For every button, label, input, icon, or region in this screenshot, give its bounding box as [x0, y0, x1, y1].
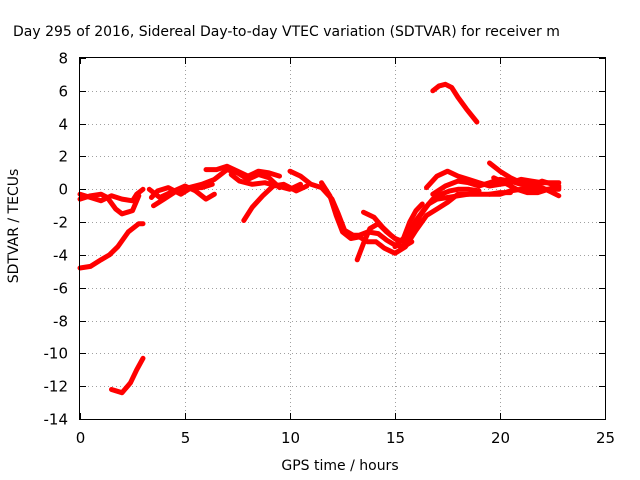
series-trace-15: [392, 201, 425, 250]
series-trace-10: [241, 181, 310, 223]
y-tick-label: 4: [58, 116, 68, 134]
y-tick-label: 6: [58, 83, 68, 101]
chart-title: Day 295 of 2016, Sidereal Day-to-day VTE…: [13, 24, 560, 40]
series-trace-21: [430, 81, 480, 125]
series-trace-12: [319, 180, 482, 256]
series-trace-8: [203, 163, 282, 179]
x-tick-label: 15: [386, 429, 405, 447]
y-tick-label: -8: [53, 313, 68, 331]
x-axis-label: GPS time / hours: [281, 458, 398, 474]
series-trace-20: [487, 186, 562, 197]
axis-ticks: 0 5 10 15 20 25 -14 -12 -10 -8 -6 -4 -2 0 2 4 6 8: [44, 50, 616, 448]
series-trace-6: [146, 183, 217, 202]
y-tick-label: 2: [58, 148, 68, 166]
series-trace-5: [148, 181, 215, 200]
x-tick-label: 10: [281, 429, 300, 447]
y-tick-label: -6: [53, 280, 68, 298]
x-tick-label: 0: [76, 429, 86, 447]
x-tick-label: 20: [491, 429, 510, 447]
y-tick-label: -14: [44, 411, 69, 429]
x-tick-label: 25: [596, 429, 615, 447]
data-series: [77, 81, 562, 396]
series-trace-11: [287, 168, 415, 250]
y-tick-label: -4: [53, 247, 68, 265]
y-tick-label: 0: [58, 181, 68, 199]
series-trace-2: [77, 186, 146, 204]
y-tick-label: 8: [58, 50, 68, 68]
plot-frame: [79, 57, 606, 420]
series-trace-3: [77, 221, 146, 271]
series-trace-7: [151, 167, 282, 209]
y-tick-label: -2: [53, 214, 68, 232]
y-axis-label: SDTVAR / TECUs: [6, 169, 22, 284]
y-tick-label: -10: [44, 345, 69, 363]
x-tick-label: 5: [181, 429, 191, 447]
grid: [80, 58, 605, 419]
series-trace-14: [361, 186, 482, 245]
series-trace-4: [109, 355, 146, 396]
y-tick-label: -12: [44, 378, 69, 396]
